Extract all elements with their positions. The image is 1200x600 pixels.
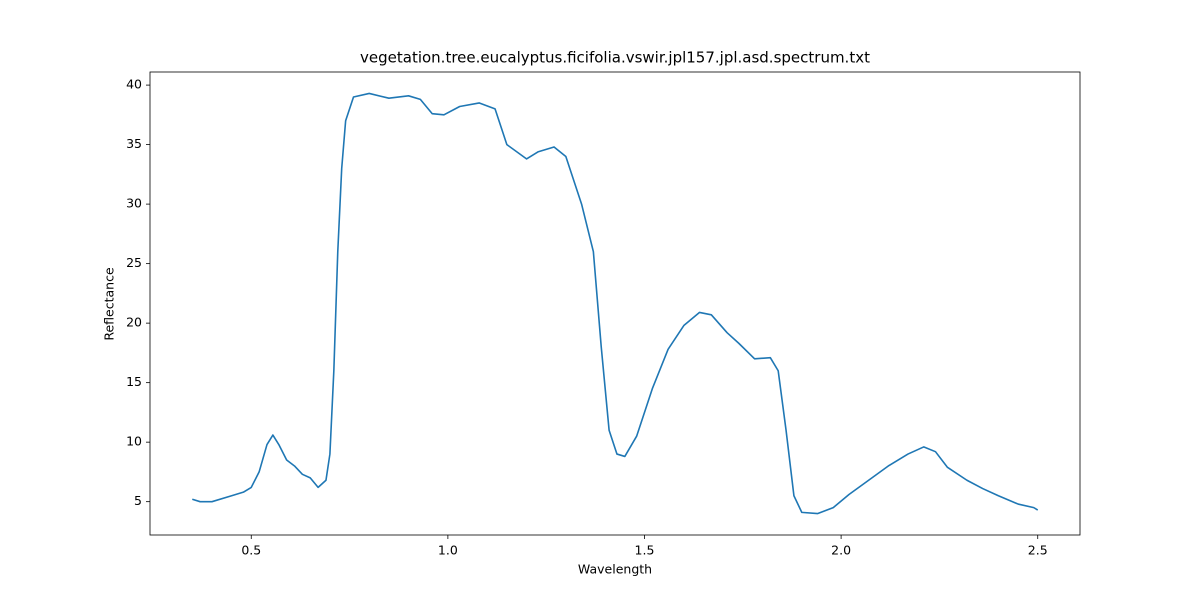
- x-tick-label: 2.0: [831, 543, 851, 558]
- y-tick-label: 10: [126, 434, 142, 449]
- plot-frame: [149, 71, 1081, 536]
- line-series: [192, 92, 1039, 515]
- x-tick-label: 1.0: [438, 543, 458, 558]
- x-axis-label: Wavelength: [578, 562, 652, 577]
- y-axis-label: Reflectance: [102, 267, 117, 341]
- y-tick-label: 15: [126, 374, 142, 389]
- y-tick-label: 20: [126, 315, 142, 330]
- x-tick-label: 2.5: [1028, 543, 1048, 558]
- y-tick-label: 5: [134, 493, 142, 508]
- chart-title: vegetation.tree.eucalyptus.ficifolia.vsw…: [360, 49, 870, 67]
- y-tick-label: 40: [126, 77, 142, 92]
- y-tick-label: 25: [126, 255, 142, 270]
- x-tick-label: 1.5: [635, 543, 655, 558]
- y-tick-label: 30: [126, 196, 142, 211]
- y-tick-label: 35: [126, 136, 142, 151]
- x-tick-label: 0.5: [241, 543, 261, 558]
